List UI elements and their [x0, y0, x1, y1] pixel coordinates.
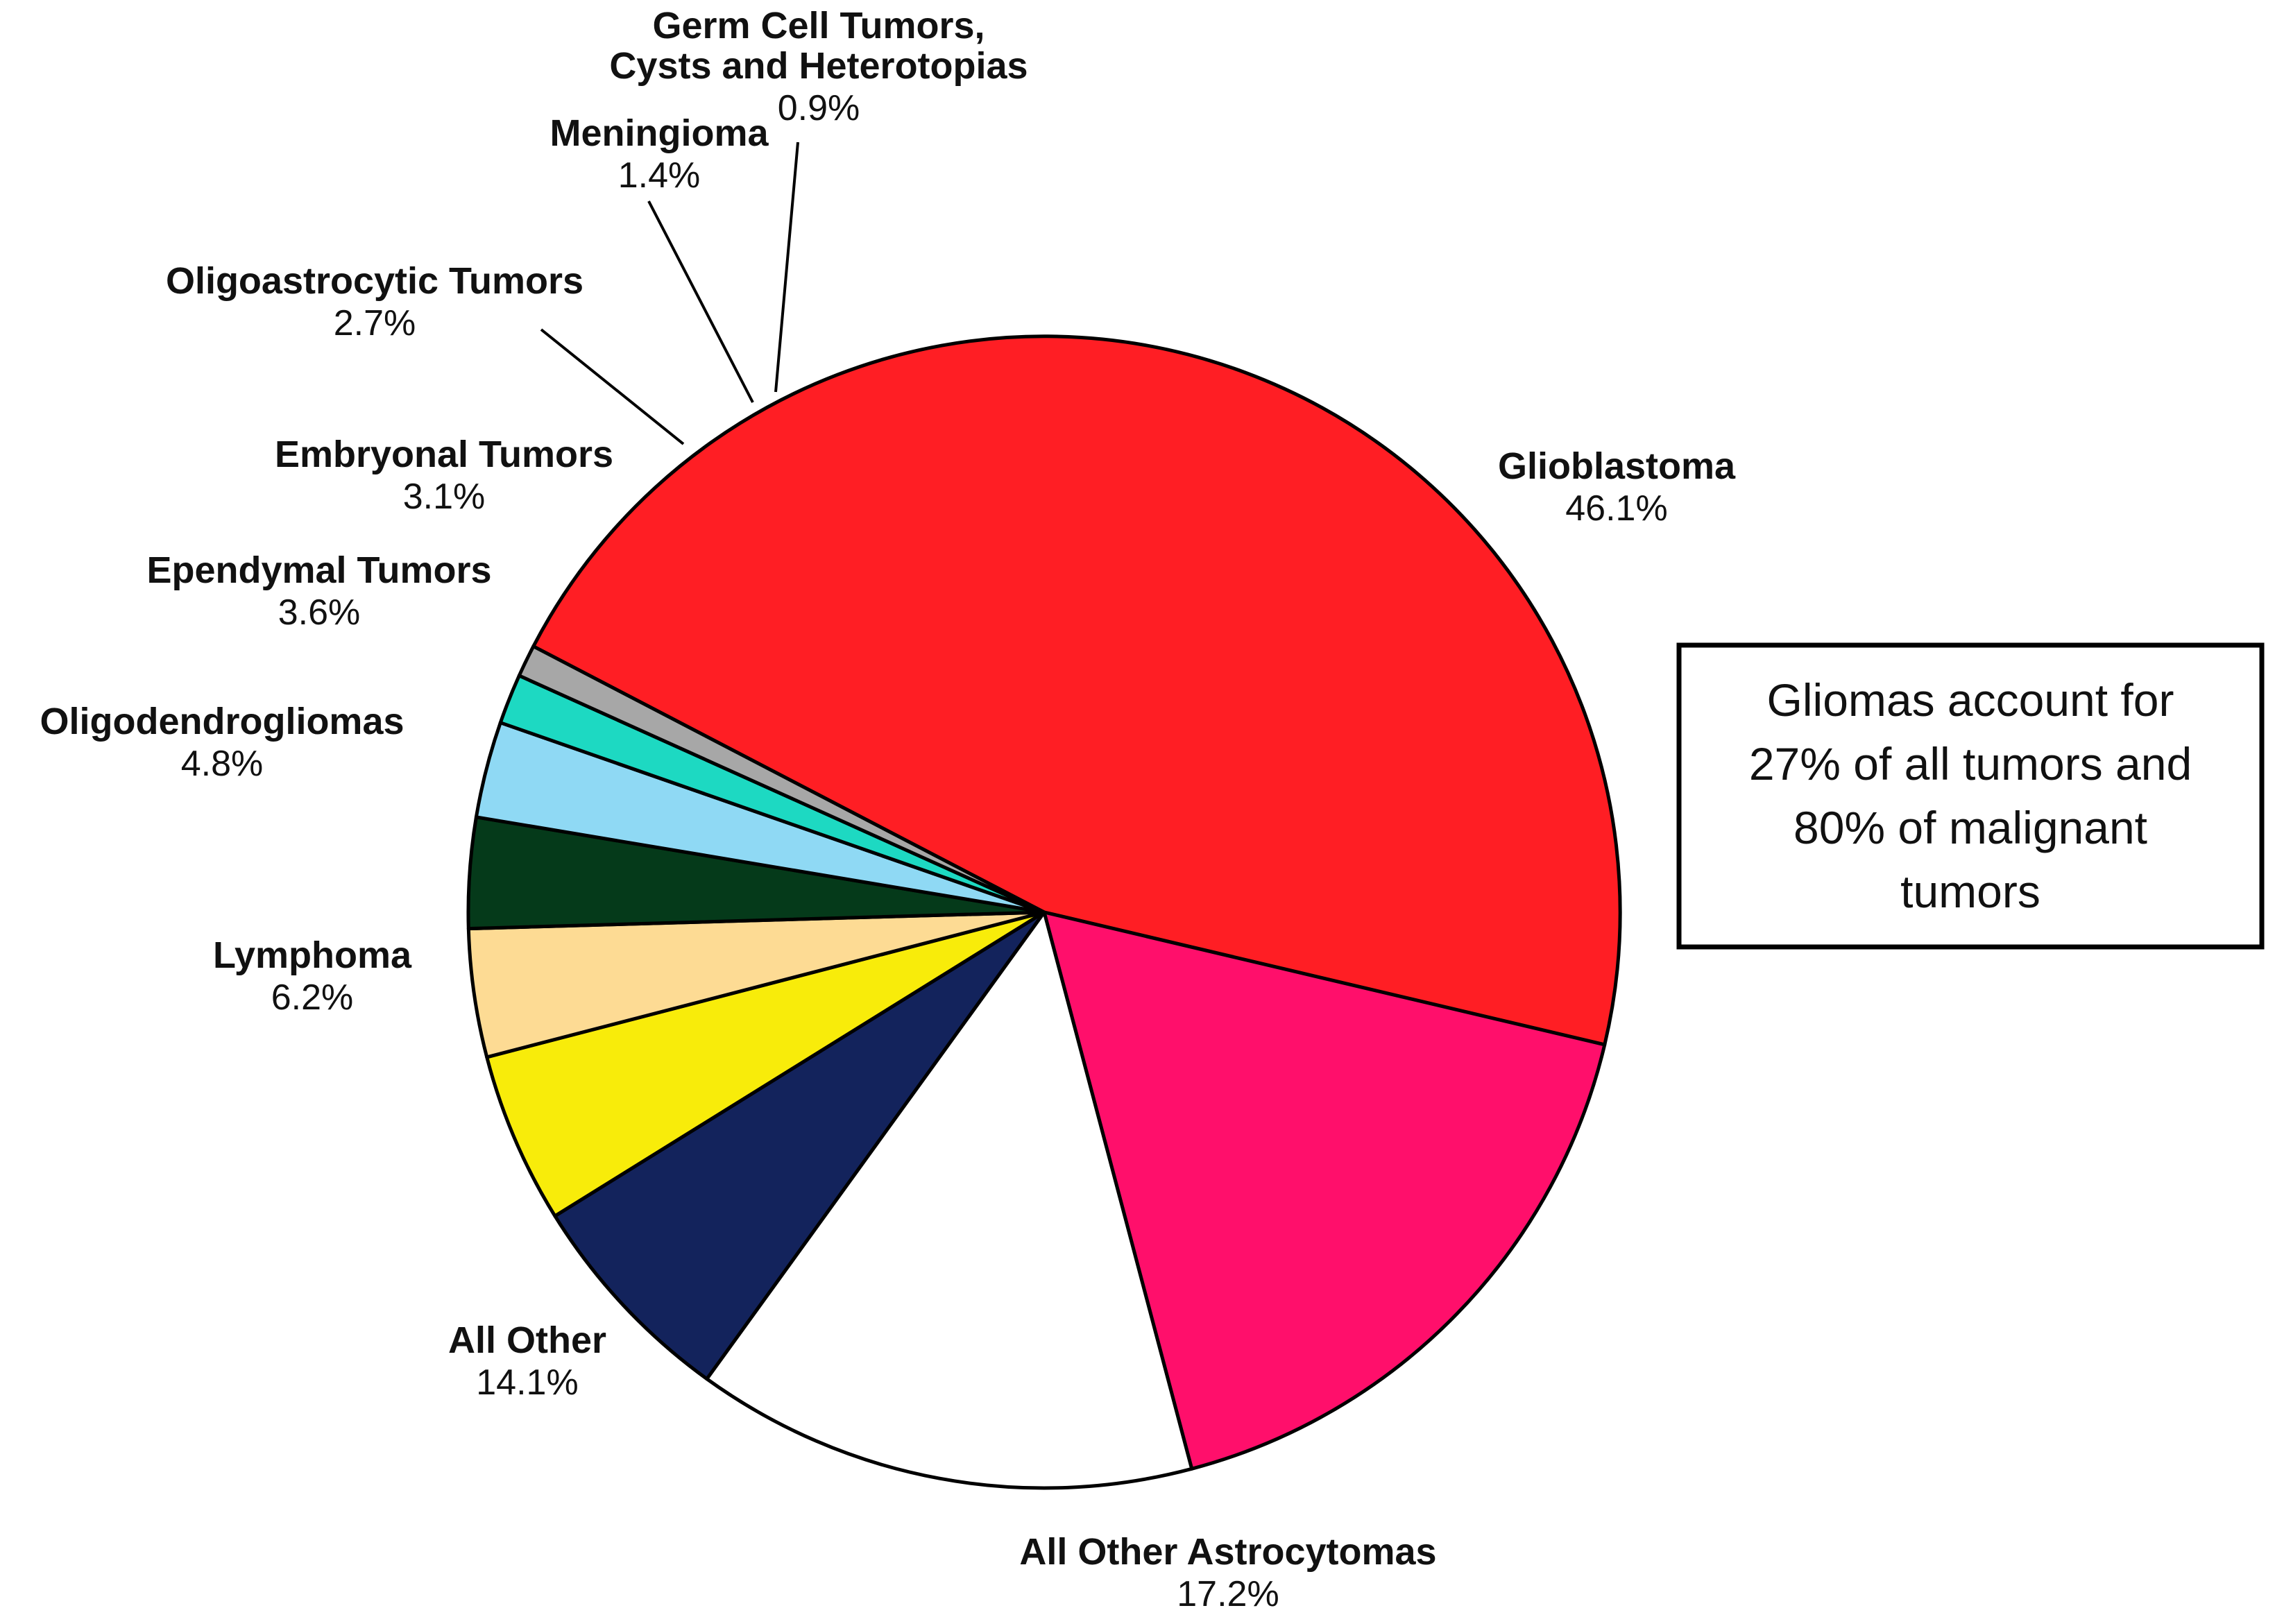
note-box: Gliomas account for 27% of all tumors an… [1676, 642, 2265, 950]
label-pct-lymphoma: 6.2% [271, 977, 354, 1018]
label-pct-meningioma: 1.4% [618, 155, 701, 196]
leader-oligoastrocytic-tumors [540, 328, 685, 445]
note-border [1676, 642, 2265, 950]
label-name-oligodendrogliomas: Oligodendrogliomas [40, 701, 404, 742]
slice-all-other-astrocytomas [1042, 910, 1607, 1471]
slice-all-other [705, 910, 1194, 1490]
label-pct-all-other-astrocytomas: 17.2% [1177, 1574, 1279, 1614]
slice-glioblastoma [531, 334, 1622, 1047]
slice-oligodendrogliomas [485, 910, 1046, 1218]
label-name-all-other: All Other [448, 1319, 606, 1361]
leader-meningioma [647, 200, 754, 403]
label-name-embryonal-tumors: Embryonal Tumors [275, 434, 613, 475]
label-name-meningioma: Meningioma [549, 112, 769, 154]
note-line-2: 27% of all tumors and [1749, 738, 2192, 789]
note-line-1: Gliomas account for [1767, 674, 2174, 726]
note-line-4: tumors [1900, 866, 2040, 917]
slice-lymphoma [553, 910, 1046, 1381]
label-name-glioblastoma: Glioblastoma [1498, 445, 1736, 487]
note-line-3: 80% of malignant [1793, 802, 2147, 853]
label-name-oligoastrocytic-tumors: Oligoastrocytic Tumors [166, 260, 583, 302]
leader-lines [540, 142, 799, 445]
label-pct-glioblastoma: 46.1% [1565, 488, 1667, 529]
leader-germ-cell-tumors-cysts-and-heterotopias [774, 142, 799, 393]
label-pct-oligoastrocytic-tumors: 2.7% [334, 303, 416, 343]
label-pct-oligodendrogliomas: 4.8% [181, 744, 264, 784]
slice-germ-cell-tumors-cysts-and-heterotopias [517, 644, 1046, 914]
label-name-germ-cell-tumors-cysts-and-heterotopias-1: Germ Cell Tumors, [652, 5, 985, 46]
label-name-germ-cell-tumors-cysts-and-heterotopias-2: Cysts and Heterotopias [609, 45, 1028, 87]
label-pct-ependymal-tumors: 3.6% [278, 592, 361, 633]
label-pct-germ-cell-tumors-cysts-and-heterotopias: 0.9% [778, 88, 860, 128]
label-name-ependymal-tumors: Ependymal Tumors [146, 549, 491, 591]
pie-slices [466, 334, 1622, 1490]
label-name-lymphoma: Lymphoma [213, 934, 412, 976]
label-name-all-other-astrocytomas: All Other Astrocytomas [1019, 1531, 1436, 1573]
label-pct-all-other: 14.1% [476, 1362, 578, 1403]
label-pct-embryonal-tumors: 3.1% [403, 477, 486, 517]
